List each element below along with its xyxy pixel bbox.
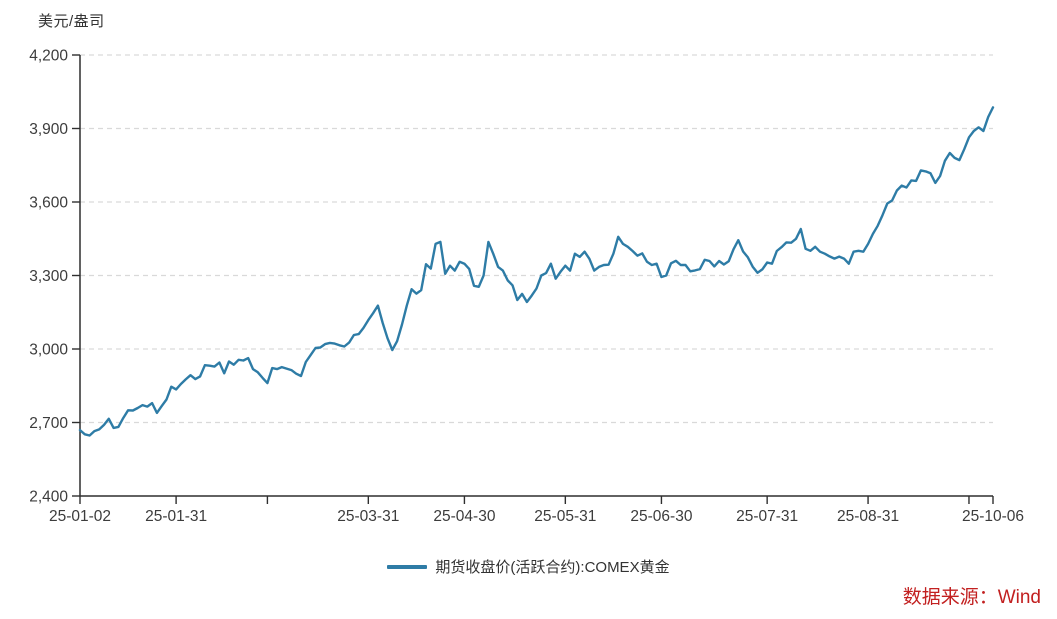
y-tick-label: 3,000	[29, 342, 68, 359]
legend: 期货收盘价(活跃合约):COMEX黄金	[0, 556, 1057, 577]
x-tick-label: 25-01-02	[49, 508, 111, 525]
y-axis-unit-label: 美元/盎司	[38, 13, 105, 30]
x-tick-label: 25-01-31	[145, 508, 207, 525]
x-tick-label: 25-05-31	[534, 508, 596, 525]
x-tick-label: 25-06-30	[630, 508, 692, 525]
y-tick-label: 2,400	[29, 489, 68, 506]
y-tick-label: 4,200	[29, 48, 68, 65]
x-tick-label: 25-04-30	[433, 508, 495, 525]
data-source-note: 数据来源：Wind	[902, 587, 1041, 608]
x-tick-label: 25-07-31	[736, 508, 798, 525]
legend-series-label: 期货收盘价(活跃合约):COMEX黄金	[435, 559, 670, 576]
price-line-series	[78, 106, 995, 437]
legend-line-swatch	[387, 564, 428, 569]
y-tick-label: 3,600	[29, 195, 68, 212]
x-tick-label: 25-10-06	[962, 508, 1024, 525]
y-tick-label: 2,700	[29, 415, 68, 432]
x-tick-label: 25-03-31	[337, 508, 399, 525]
y-tick-label: 3,300	[29, 268, 68, 285]
y-tick-label: 3,900	[29, 121, 68, 138]
x-tick-label: 25-08-31	[837, 508, 899, 525]
